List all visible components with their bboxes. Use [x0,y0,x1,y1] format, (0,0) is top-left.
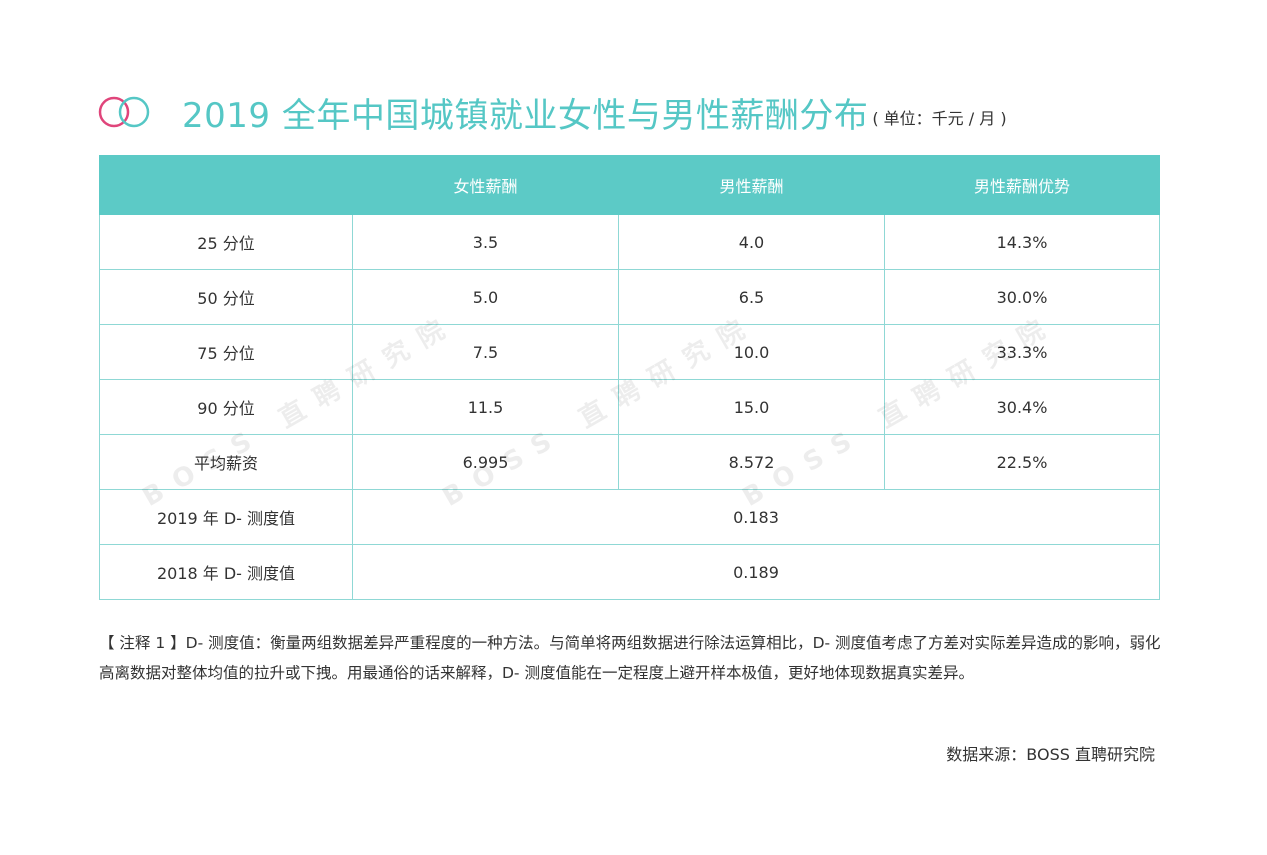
data-source: 数据来源：BOSS 直聘研究院 [946,745,1155,764]
title-row: 2019 全年中国城镇就业女性与男性薪酬分布 ( 单位：千元 / 月 ) [96,84,1007,140]
salary-table: 女性薪酬 男性薪酬 男性薪酬优势 25 分位 3.5 4.0 14.3% 50 … [99,155,1160,600]
d-measure-value: 0.189 [352,544,1160,600]
row-label: 平均薪资 [99,434,353,490]
advantage-value: 30.0% [884,269,1160,325]
header-cell-blank [99,155,353,215]
row-label: 50 分位 [99,269,353,325]
advantage-value: 33.3% [884,324,1160,380]
row-label: 75 分位 [99,324,353,380]
d-measure-row: 2018 年 D- 测度值 0.189 [99,544,1160,600]
male-value: 6.5 [618,269,885,325]
unit-label: ( 单位：千元 / 月 ) [872,109,1007,128]
advantage-value: 14.3% [884,214,1160,270]
male-value: 10.0 [618,324,885,380]
table-row: 75 分位 7.5 10.0 33.3% [99,324,1160,380]
advantage-value: 30.4% [884,379,1160,435]
row-label: 25 分位 [99,214,353,270]
female-value: 6.995 [352,434,619,490]
footnote: 【 注释 1 】D- 测度值：衡量两组数据差异严重程度的一种方法。与简单将两组数… [99,634,1161,682]
header-male-salary: 男性薪酬 [618,155,885,215]
d-measure-row: 2019 年 D- 测度值 0.183 [99,489,1160,545]
male-value: 8.572 [618,434,885,490]
female-value: 3.5 [352,214,619,270]
table-row: 50 分位 5.0 6.5 30.0% [99,269,1160,325]
female-value: 11.5 [352,379,619,435]
salary-table-wrap: 女性薪酬 男性薪酬 男性薪酬优势 25 分位 3.5 4.0 14.3% 50 … [99,155,1160,600]
table-row: 90 分位 11.5 15.0 30.4% [99,379,1160,435]
male-value: 4.0 [618,214,885,270]
row-label: 90 分位 [99,379,353,435]
header-male-advantage: 男性薪酬优势 [884,155,1160,215]
male-value: 15.0 [618,379,885,435]
female-value: 7.5 [352,324,619,380]
d-measure-value: 0.183 [352,489,1160,545]
table-row: 平均薪资 6.995 8.572 22.5% [99,434,1160,490]
interlocking-rings-logo-icon [98,96,150,128]
d-measure-label: 2019 年 D- 测度值 [99,489,353,545]
d-measure-label: 2018 年 D- 测度值 [99,544,353,600]
header-female-salary: 女性薪酬 [352,155,619,215]
table-header-row: 女性薪酬 男性薪酬 男性薪酬优势 [99,155,1160,215]
page-title: 2019 全年中国城镇就业女性与男性薪酬分布 [182,95,869,136]
female-value: 5.0 [352,269,619,325]
advantage-value: 22.5% [884,434,1160,490]
table-row: 25 分位 3.5 4.0 14.3% [99,214,1160,270]
